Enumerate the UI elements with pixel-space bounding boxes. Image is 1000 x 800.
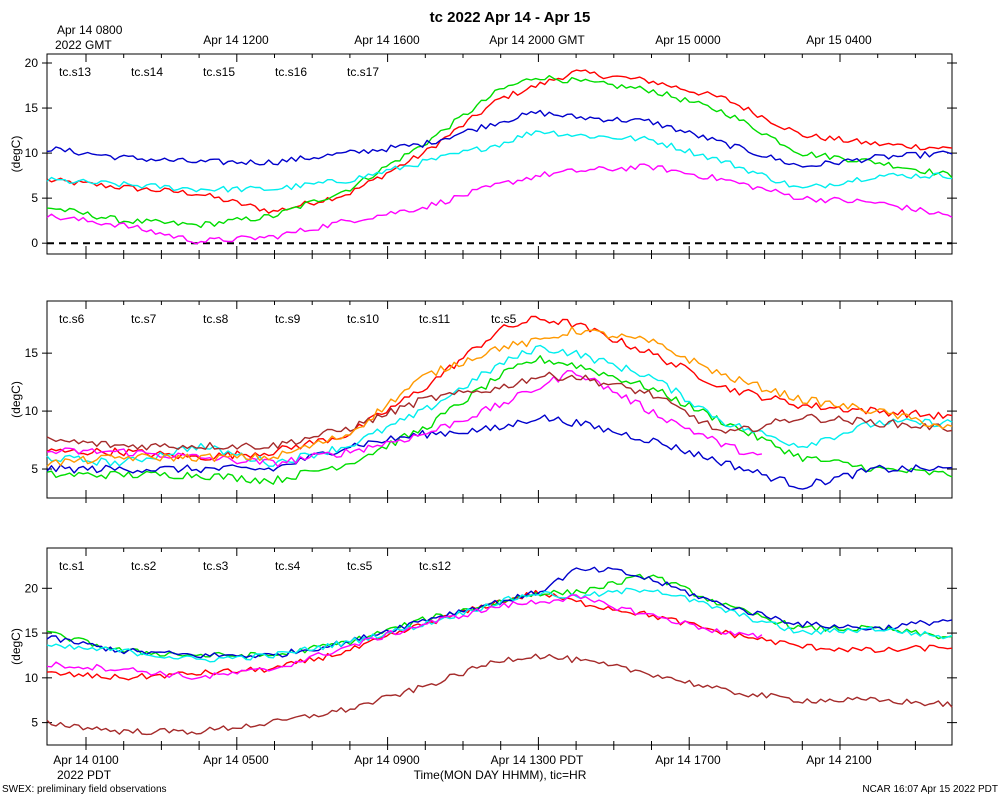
series-line-tc.s16 (46, 130, 953, 193)
legend-entry: tc.s7 (131, 312, 157, 326)
series-line-tc.s2 (46, 573, 953, 660)
bottom-axis-label: Apr 14 1300 PDT (491, 753, 584, 767)
chart-title: tc 2022 Apr 14 - Apr 15 (430, 9, 591, 26)
plot-frame (46, 53, 953, 255)
y-tick-label: 20 (25, 56, 39, 70)
plot-frame (46, 547, 953, 746)
series-line-tc.s12 (46, 653, 953, 736)
legend-entry: tc.s17 (347, 65, 379, 79)
series-line-tc.s8 (46, 414, 953, 490)
panel-1: 0 5 10 15 20 (degC) tc.s13 tc.s14 tc.s15 tc.s16 tc… (9, 53, 957, 259)
series-line-tc.s15 (46, 109, 953, 168)
footer-left: SWEX: preliminary field observations (2, 784, 167, 795)
legend-entry: tc.s3 (203, 559, 229, 573)
legend-entry: tc.s11 (419, 312, 450, 326)
y-tick-label: 10 (25, 671, 39, 685)
top-axis-first-label-line1: Apr 14 0800 (57, 23, 123, 37)
top-axis-label: Apr 14 2000 GMT (489, 33, 585, 47)
top-axis-first-label-line2: 2022 GMT (55, 38, 112, 52)
series-line-tc.s11 (46, 371, 953, 451)
top-axis-label: Apr 15 0400 (806, 33, 872, 47)
legend-entry: tc.s13 (59, 65, 91, 79)
legend-entry: tc.s2 (131, 559, 157, 573)
series-line-tc.s17 (46, 163, 953, 245)
series-line-tc.s13 (46, 69, 953, 214)
bottom-axis-first-label-line2: 2022 PDT (57, 768, 112, 782)
bottom-axis-label: Apr 14 0900 (354, 753, 420, 767)
legend-entry: tc.s1 (59, 559, 85, 573)
y-tick-label: 20 (25, 581, 39, 595)
top-axis-label: Apr 14 1200 (203, 33, 269, 47)
legend-entry: tc.s8 (203, 312, 229, 326)
series-line-tc.s9 (46, 344, 953, 467)
y-tick-label: 0 (31, 236, 38, 250)
panel-3: 5 10 15 20 (degC) tc.s1 tc.s2 tc.s3 tc.s4 tc.s5 tc… (9, 547, 957, 750)
footer-right: NCAR 16:07 Apr 15 2022 PDT (862, 784, 998, 795)
top-axis-label: Apr 15 0000 (655, 33, 721, 47)
y-tick-label: 5 (31, 716, 38, 730)
bottom-axis-label: Apr 14 2100 (806, 753, 872, 767)
x-axis-title: Time(MON DAY HHMM), tic=HR (414, 768, 587, 782)
legend-entry: tc.s5 (347, 559, 373, 573)
legend-entry: tc.s9 (275, 312, 301, 326)
y-tick-label: 10 (25, 404, 39, 418)
series-line-tc.s3 (46, 566, 953, 659)
series-line-tc.s10 (46, 370, 763, 468)
series-line-tc.s7 (46, 355, 953, 485)
bottom-axis-label: Apr 14 1700 (655, 753, 721, 767)
panel-2: 5 10 15 (degC) tc.s6 tc.s7 tc.s8 tc.s9 tc.s10 tc.… (9, 300, 957, 503)
y-tick-label: 10 (25, 146, 39, 160)
legend-entry: tc.s10 (347, 312, 379, 326)
bottom-axis-label: Apr 14 0500 (203, 753, 269, 767)
y-axis-label: (degC) (9, 136, 23, 173)
series-line-tc.s14 (46, 74, 953, 229)
bottom-axis-label: Apr 14 0100 (53, 753, 119, 767)
legend-entry: tc.s16 (275, 65, 307, 79)
y-tick-label: 15 (25, 101, 39, 115)
y-tick-label: 5 (31, 462, 38, 476)
series-line-tc.s5 (46, 326, 953, 467)
top-axis-label: Apr 14 1600 (354, 33, 420, 47)
series-line-tc.s4 (46, 587, 953, 663)
plot-frame (46, 300, 953, 499)
y-tick-label: 15 (25, 346, 39, 360)
y-axis-label: (degC) (9, 628, 23, 665)
series-line-tc.s5 (46, 594, 763, 680)
legend-entry: tc.s14 (131, 65, 163, 79)
legend-entry: tc.s12 (419, 559, 451, 573)
y-tick-label: 15 (25, 626, 39, 640)
legend-entry: tc.s5 (491, 312, 517, 326)
y-axis-label: (degC) (9, 381, 23, 418)
y-tick-label: 5 (31, 191, 38, 205)
legend-entry: tc.s4 (275, 559, 301, 573)
legend-entry: tc.s6 (59, 312, 85, 326)
series-line-tc.s6 (46, 315, 953, 461)
legend-entry: tc.s15 (203, 65, 235, 79)
